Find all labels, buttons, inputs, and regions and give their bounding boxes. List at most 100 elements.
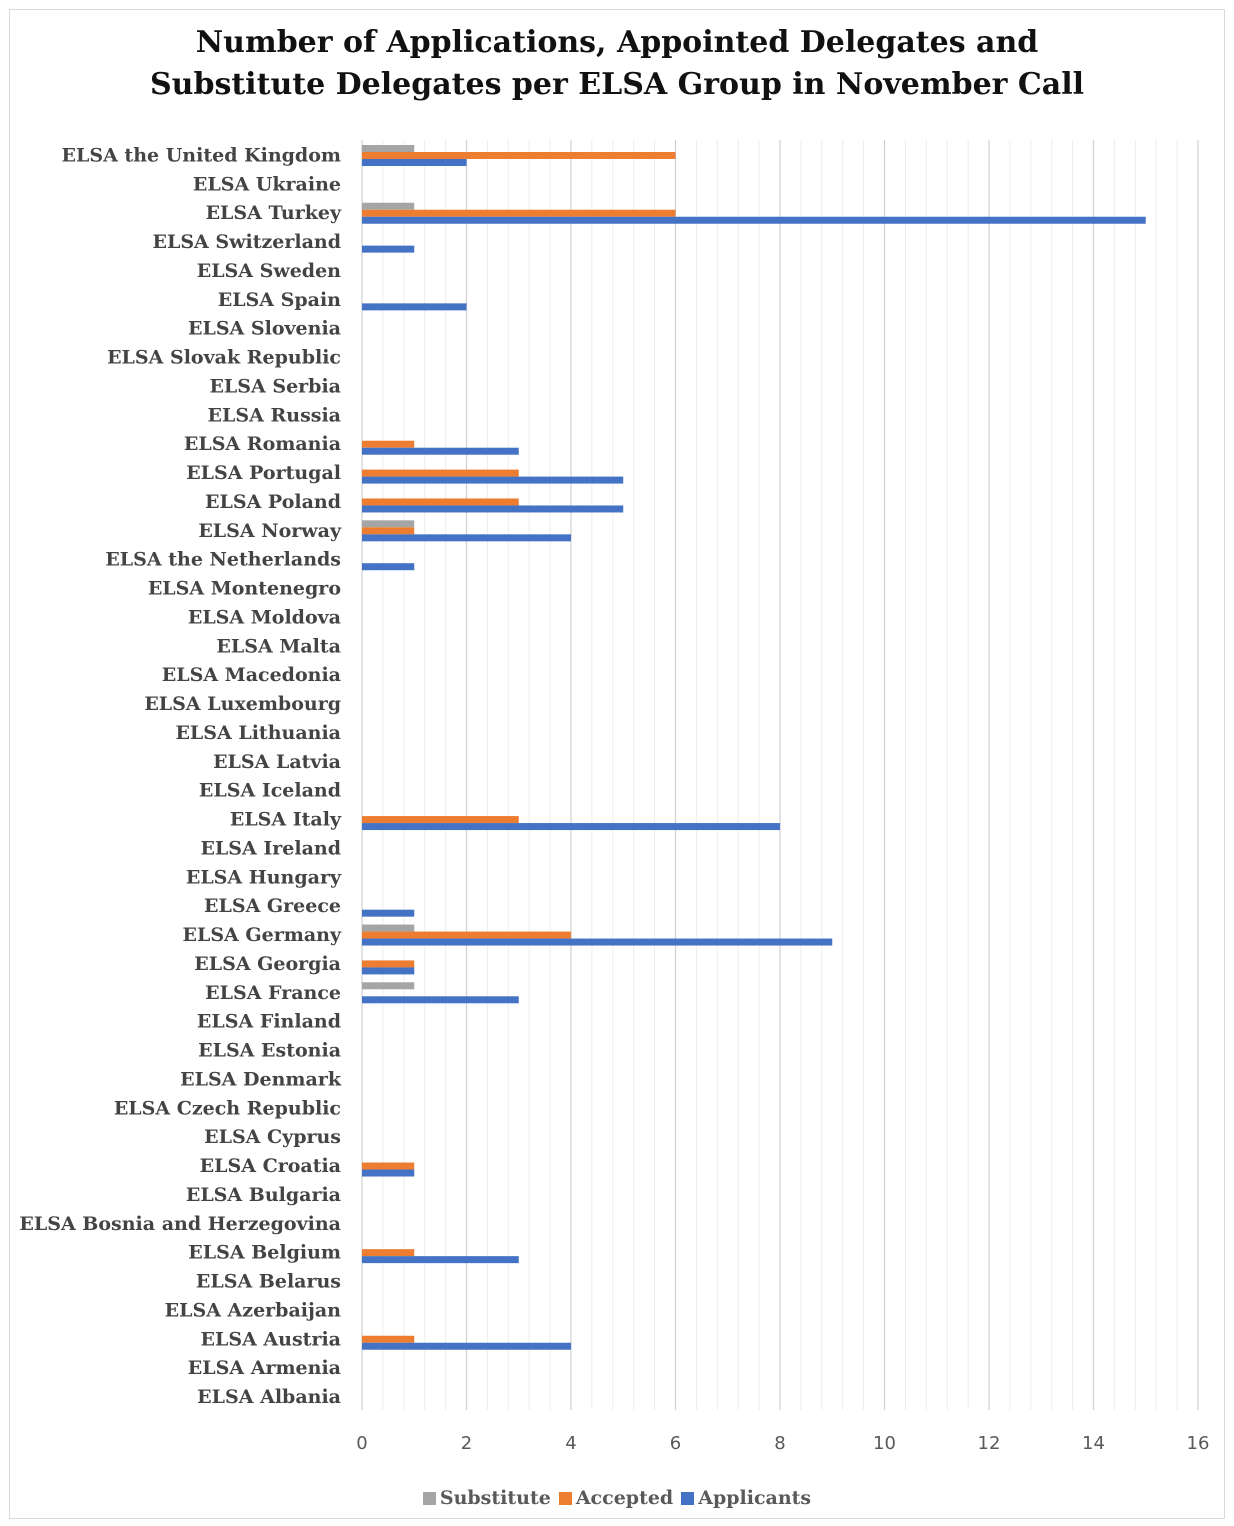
category-label-elsa-croatia: ELSA Croatia (200, 1155, 341, 1177)
category-label-elsa-moldova: ELSA Moldova (188, 606, 341, 628)
category-label-elsa-bulgaria: ELSA Bulgaria (186, 1184, 341, 1206)
legend-label-applicants: Applicants (698, 1487, 812, 1509)
bar-accepted-elsa-norway (362, 527, 415, 535)
bar-applicants-elsa-spain (362, 303, 467, 311)
chart-frame (9, 9, 1225, 1519)
value-axis-tick-labels: 0 2 4 6 8 10 12 14 16 (356, 1433, 1209, 1454)
x-tick-label-6: 6 (670, 1433, 681, 1454)
bar-applicants-elsa-the-netherlands (362, 563, 415, 571)
category-label-elsa-cyprus: ELSA Cyprus (204, 1126, 341, 1148)
bar-substitute-elsa-france (362, 982, 415, 990)
bar-accepted-elsa-poland (362, 498, 519, 506)
bar-applicants-elsa-croatia (362, 1169, 415, 1177)
bar-accepted-elsa-austria (362, 1335, 415, 1343)
legend-label-substitute: Substitute (439, 1487, 551, 1509)
category-axis-labels: ELSA the United Kingdom ELSA Ukraine ELSA … (19, 145, 342, 1409)
bar-accepted-elsa-italy (362, 816, 519, 824)
category-label-elsa-greece: ELSA Greece (204, 895, 341, 917)
bar-accepted-elsa-germany (362, 931, 571, 939)
category-label-elsa-belgium: ELSA Belgium (188, 1242, 341, 1264)
legend-item-applicants: Applicants (681, 1487, 811, 1509)
chart-title-line-2: Substitute Delegates per ELSA Group in N… (149, 67, 1085, 102)
category-label-elsa-hungary: ELSA Hungary (186, 866, 342, 888)
bar-substitute-elsa-norway (362, 520, 415, 528)
bar-accepted-elsa-the-united-kingdom (362, 152, 676, 159)
x-tick-label-2: 2 (461, 1433, 472, 1454)
major-gridlines (361, 140, 1199, 1410)
category-label-elsa-the-netherlands: ELSA the Netherlands (105, 549, 341, 571)
x-tick-label-8: 8 (774, 1433, 785, 1454)
category-label-elsa-romania: ELSA Romania (184, 433, 341, 455)
bar-substitute-elsa-turkey (362, 202, 415, 210)
bar-applicants-elsa-poland (362, 505, 624, 513)
category-label-elsa-georgia: ELSA Georgia (194, 953, 341, 975)
x-tick-label-10: 10 (873, 1433, 896, 1454)
bar-applicants-elsa-switzerland (362, 245, 415, 253)
category-label-elsa-russia: ELSA Russia (208, 404, 341, 426)
category-label-elsa-czech-republic: ELSA Czech Republic (114, 1097, 341, 1119)
bar-applicants-elsa-france (362, 996, 519, 1004)
legend-item-accepted: Accepted (558, 1487, 674, 1509)
chart-title-line-1: Number of Applications, Appointed Delega… (195, 25, 1039, 60)
category-label-elsa-iceland: ELSA Iceland (199, 780, 341, 802)
category-label-elsa-belarus: ELSA Belarus (196, 1271, 341, 1293)
bar-accepted-elsa-romania (362, 440, 415, 448)
category-label-elsa-armenia: ELSA Armenia (188, 1357, 341, 1379)
category-label-elsa-azerbaijan: ELSA Azerbaijan (165, 1299, 342, 1321)
category-label-elsa-france: ELSA France (205, 982, 341, 1004)
bar-applicants-elsa-belgium (362, 1256, 519, 1264)
legend-label-accepted: Accepted (575, 1487, 674, 1509)
category-label-elsa-switzerland: ELSA Switzerland (152, 231, 341, 253)
bar-accepted-elsa-croatia (362, 1162, 415, 1170)
category-label-elsa-poland: ELSA Poland (205, 491, 341, 513)
category-label-elsa-turkey: ELSA Turkey (206, 202, 342, 224)
category-label-elsa-luxembourg: ELSA Luxembourg (144, 693, 341, 715)
category-label-elsa-ukraine: ELSA Ukraine (193, 173, 341, 195)
bar-applicants-elsa-norway (362, 534, 571, 542)
x-tick-label-4: 4 (565, 1433, 576, 1454)
category-label-elsa-latvia: ELSA Latvia (213, 751, 341, 773)
bar-applicants-elsa-portugal (362, 476, 624, 484)
legend-swatch-substitute (422, 1492, 436, 1505)
category-label-elsa-bosnia-and-herzegovina: ELSA Bosnia and Herzegovina (19, 1213, 341, 1235)
x-tick-label-12: 12 (978, 1433, 1001, 1454)
category-label-elsa-estonia: ELSA Estonia (198, 1040, 341, 1062)
bar-applicants-elsa-turkey (362, 216, 1146, 224)
category-label-elsa-ireland: ELSA Ireland (200, 837, 341, 859)
category-label-elsa-portugal: ELSA Portugal (186, 462, 341, 484)
minor-gridlines (382, 140, 1178, 1410)
bar-substitute-elsa-germany (362, 924, 415, 932)
category-label-elsa-slovenia: ELSA Slovenia (188, 318, 341, 340)
chart-legend: Substitute Accepted Applicants (0, 1487, 1234, 1509)
x-tick-label-16: 16 (1187, 1433, 1210, 1454)
category-label-elsa-serbia: ELSA Serbia (209, 375, 341, 397)
bar-accepted-elsa-portugal (362, 469, 519, 477)
category-label-elsa-albania: ELSA Albania (197, 1386, 341, 1408)
category-label-elsa-finland: ELSA Finland (197, 1011, 341, 1033)
bar-substitute-elsa-the-united-kingdom (362, 145, 415, 152)
x-tick-label-0: 0 (356, 1433, 367, 1454)
category-label-elsa-lithuania: ELSA Lithuania (175, 722, 341, 744)
category-label-elsa-macedonia: ELSA Macedonia (162, 664, 341, 686)
category-label-elsa-austria: ELSA Austria (201, 1328, 342, 1350)
bar-applicants-elsa-romania (362, 447, 519, 455)
bar-applicants-elsa-italy (362, 823, 780, 831)
chart-title: Number of Applications, Appointed Delega… (0, 22, 1234, 106)
legend-swatch-accepted (558, 1492, 572, 1505)
legend-item-substitute: Substitute (422, 1487, 551, 1509)
x-tick-label-14: 14 (1082, 1433, 1105, 1454)
bar-marks (362, 145, 1146, 1350)
category-label-elsa-germany: ELSA Germany (182, 924, 341, 946)
bar-accepted-elsa-georgia (362, 960, 415, 968)
category-label-elsa-slovak-republic: ELSA Slovak Republic (107, 347, 341, 369)
category-label-elsa-italy: ELSA Italy (230, 809, 342, 831)
bar-applicants-elsa-the-united-kingdom (362, 159, 467, 166)
bar-applicants-elsa-austria (362, 1342, 571, 1350)
category-label-elsa-spain: ELSA Spain (218, 289, 341, 311)
bar-accepted-elsa-belgium (362, 1249, 415, 1257)
category-label-elsa-norway: ELSA Norway (198, 520, 342, 542)
bar-accepted-elsa-turkey (362, 209, 676, 217)
category-label-elsa-denmark: ELSA Denmark (180, 1068, 342, 1090)
category-label-elsa-sweden: ELSA Sweden (197, 260, 341, 282)
category-label-elsa-malta: ELSA Malta (216, 635, 341, 657)
